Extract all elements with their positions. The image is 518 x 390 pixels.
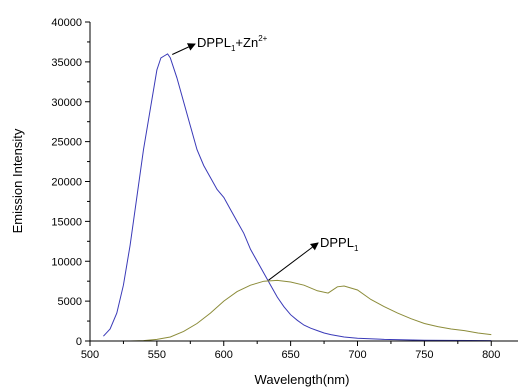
y-tick-label: 35000 (51, 57, 82, 69)
y-tick-label: 30000 (51, 97, 82, 109)
y-axis-title: Emission Intensity (10, 128, 25, 233)
series-line-1 (103, 53, 492, 342)
axes: 0 5000 10000 15000 20000 25000 30000 35000 40000… (51, 17, 518, 361)
annotation-arrow (172, 43, 196, 55)
y-tick-label: 40000 (51, 17, 82, 29)
annotation-label: DPPL1+Zn2+ (197, 34, 268, 53)
x-tick-label: 500 (81, 349, 99, 361)
x-tick-label: 650 (281, 349, 299, 361)
y-tick-label: 15000 (51, 216, 82, 228)
x-tick-label: 550 (148, 349, 166, 361)
series-line-2 (130, 279, 492, 342)
y-tick-label: 20000 (51, 177, 82, 189)
annotations: DPPL1+Zn2+ DPPL1 (172, 34, 359, 281)
plot-area (103, 53, 492, 342)
x-tick-label: 750 (415, 349, 433, 361)
y-tick-label: 5000 (58, 296, 82, 308)
annotation-label: DPPL1 (320, 235, 359, 253)
y-tick-label: 25000 (51, 137, 82, 149)
y-tick-label: 10000 (51, 256, 82, 268)
annotation-arrow (268, 242, 319, 281)
x-axis-title: Wavelength(nm) (255, 372, 350, 387)
x-tick-label: 600 (215, 349, 233, 361)
x-tick-label: 800 (482, 349, 500, 361)
x-tick-label: 700 (348, 349, 366, 361)
y-tick-label: 0 (76, 336, 82, 348)
